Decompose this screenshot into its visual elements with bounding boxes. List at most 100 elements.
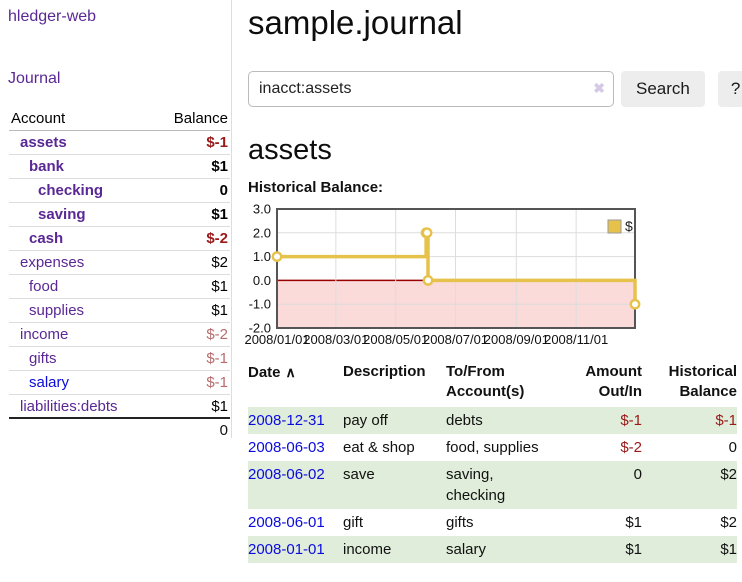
accounts-table: Account Balance assets $-1 bank $1 check…: [9, 108, 230, 443]
account-link-income[interactable]: income: [20, 326, 69, 343]
account-row-food: food $1: [9, 275, 230, 299]
svg-text:-1.0: -1.0: [249, 297, 271, 312]
account-balance: 0: [219, 182, 228, 199]
account-balance: $-2: [206, 326, 228, 343]
transaction-date-link[interactable]: 2008-01-01: [248, 541, 325, 558]
transaction-balance: $-1: [715, 412, 737, 429]
account-link-bank[interactable]: bank: [29, 158, 65, 175]
account-row-bank: bank $1: [9, 155, 230, 179]
account-heading: assets: [248, 134, 332, 166]
account-link-expenses[interactable]: expenses: [20, 254, 85, 271]
search-input[interactable]: [248, 71, 614, 107]
accounts-total-row: 0: [9, 419, 230, 443]
account-link-cash[interactable]: cash: [29, 230, 64, 247]
svg-text:-2.0: -2.0: [249, 321, 271, 336]
search-box: ✖: [248, 71, 614, 107]
register-row: 2008-06-01 gift gifts $1 $2: [248, 509, 737, 536]
chart-container: $3.0 2.0 1.0 0.0 -1.0 -2.0 2008/01/01 2008/03/0…: [244, 202, 737, 350]
account-balance: $1: [211, 302, 228, 319]
column-header-date-label: Date: [248, 364, 281, 381]
transaction-amount: $1: [625, 514, 642, 531]
help-button[interactable]: ?: [717, 71, 742, 107]
transaction-accounts: saving, checking: [446, 466, 506, 504]
account-row-supplies: supplies $1: [9, 299, 230, 323]
legend-label: $: [625, 218, 633, 234]
transaction-amount: $1: [625, 541, 642, 558]
transaction-date-link[interactable]: 2008-06-01: [248, 514, 325, 531]
transaction-balance: $1: [720, 541, 737, 558]
legend-swatch: [607, 219, 622, 234]
svg-text:2008/09/01: 2008/09/01: [484, 332, 549, 347]
transaction-description: eat & shop: [343, 439, 415, 456]
transaction-date-link[interactable]: 2008-06-03: [248, 439, 325, 456]
account-link-salary[interactable]: salary: [29, 374, 70, 391]
sort-asc-icon: ∧: [285, 364, 296, 380]
app-title-link[interactable]: hledger-web: [8, 8, 97, 25]
account-row-liabilities-debts: liabilities:debts $1: [9, 395, 230, 419]
account-link-assets[interactable]: assets: [20, 134, 67, 151]
register-table: Date ∧ Description To/From Account(s) Amo…: [248, 358, 737, 563]
account-balance: $2: [211, 254, 228, 271]
register-header-row: Date ∧ Description To/From Account(s) Amo…: [248, 358, 737, 407]
transaction-balance: $2: [720, 514, 737, 531]
account-balance: $-1: [206, 134, 228, 151]
search-form: ✖ Search ?: [248, 71, 742, 107]
account-balance: $-2: [206, 230, 228, 247]
transaction-accounts: salary: [446, 541, 487, 558]
transaction-date-link[interactable]: 2008-12-31: [248, 412, 325, 429]
transaction-amount: $-1: [620, 412, 642, 429]
account-row-cash: cash $-2: [9, 227, 230, 251]
account-link-food[interactable]: food: [29, 278, 59, 295]
account-row-gifts: gifts $-1: [9, 347, 230, 371]
svg-text:3.0: 3.0: [253, 202, 271, 217]
svg-text:1.0: 1.0: [253, 249, 271, 264]
transaction-accounts: food, supplies: [446, 439, 539, 456]
sidebar-item-journal[interactable]: Journal: [8, 70, 61, 87]
accounts-table-header: Account Balance: [9, 108, 230, 131]
account-row-income: income $-2: [9, 323, 230, 347]
register-row: 2008-06-03 eat & shop food, supplies $-2…: [248, 434, 737, 461]
account-row-salary: salary $-1: [9, 371, 230, 395]
svg-text:0.0: 0.0: [253, 273, 271, 288]
account-balance: $-1: [206, 374, 228, 391]
svg-text:2.0: 2.0: [253, 225, 271, 240]
accounts-header-account: Account: [11, 110, 66, 127]
account-row-assets: assets $-1: [9, 131, 230, 155]
account-link-checking[interactable]: checking: [38, 182, 104, 199]
transaction-description: income: [343, 541, 392, 558]
account-link-liabilities-debts[interactable]: liabilities:debts: [20, 397, 118, 415]
column-header-description: Description: [343, 363, 426, 380]
transaction-accounts: gifts: [446, 514, 474, 531]
account-balance: $1: [211, 206, 228, 223]
historical-balance-chart: $3.0 2.0 1.0 0.0 -1.0 -2.02008/01/012008/03/0…: [244, 202, 641, 347]
transaction-balance: 0: [728, 439, 737, 456]
register-row: 2008-01-01 income salary $1 $1: [248, 536, 737, 563]
main-content: sample.journal ✖ Search ? assets Histori…: [244, 0, 742, 563]
clear-search-icon[interactable]: ✖: [593, 80, 605, 96]
svg-text:2008/11/01: 2008/11/01: [544, 332, 608, 347]
account-link-supplies[interactable]: supplies: [29, 302, 85, 319]
register-row: 2008-06-02 save saving, checking 0 $2: [248, 461, 737, 509]
svg-text:2008/05/01: 2008/05/01: [363, 332, 428, 347]
accounts-total-value: 0: [219, 422, 228, 439]
column-header-date[interactable]: Date ∧: [248, 358, 343, 407]
account-row-saving: saving $1: [9, 203, 230, 227]
transaction-amount: 0: [633, 466, 642, 483]
account-link-saving[interactable]: saving: [38, 206, 86, 223]
register-row: 2008-12-31 pay off debts $-1 $-1: [248, 407, 737, 434]
accounts-header-balance: Balance: [173, 110, 228, 127]
svg-text:2008/01/01: 2008/01/01: [244, 332, 309, 347]
account-link-gifts[interactable]: gifts: [29, 350, 57, 367]
transaction-date-link[interactable]: 2008-06-02: [248, 466, 325, 483]
svg-text:2008/03/01: 2008/03/01: [303, 332, 368, 347]
sidebar-divider: [231, 0, 232, 438]
account-balance: $-1: [206, 350, 228, 367]
search-button[interactable]: Search: [621, 71, 705, 107]
transaction-description: pay off: [343, 412, 388, 429]
column-header-amount: Amount Out/In: [585, 363, 642, 400]
account-balance: $1: [211, 397, 228, 415]
transaction-amount: $-2: [620, 439, 642, 456]
column-header-accounts: To/From Account(s): [446, 363, 525, 400]
chart-label: Historical Balance:: [248, 179, 384, 196]
account-balance: $1: [211, 278, 228, 295]
